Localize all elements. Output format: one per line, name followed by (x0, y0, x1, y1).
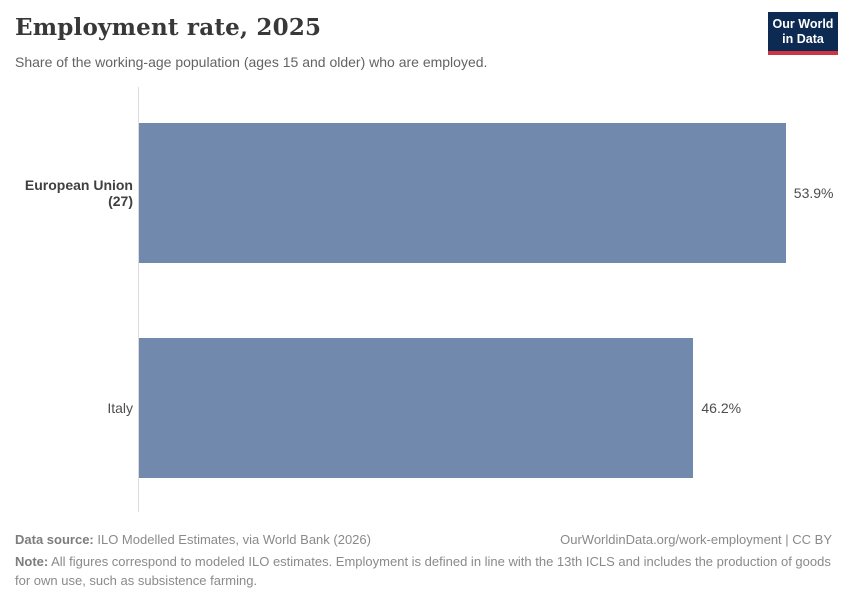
y-axis-line (138, 87, 139, 512)
owid-logo[interactable]: Our World in Data (768, 12, 838, 55)
owid-logo-line1: Our World (772, 17, 834, 31)
entity-label[interactable]: Italy (107, 400, 133, 416)
value-label: 46.2% (701, 400, 742, 416)
entity-label[interactable]: European Union (27) (24, 177, 133, 209)
note-label: Note: (15, 553, 49, 569)
value-label: 53.9% (793, 185, 834, 201)
data-source-label: Data source: (15, 532, 94, 547)
page-title: Employment rate, 2025 (15, 14, 322, 41)
bar[interactable] (139, 123, 786, 263)
owid-logo-line2: in Data (782, 32, 824, 46)
bar-row-italy: Italy 46.2% (0, 338, 741, 478)
data-source-text: ILO Modelled Estimates, via World Bank (… (93, 532, 371, 547)
note-text: All figures correspond to modeled ILO es… (15, 553, 831, 588)
note: Note: All figures correspond to modeled … (15, 553, 832, 591)
bar-row-european-union: European Union (27) 53.9% (0, 123, 834, 263)
chart-subtitle: Share of the working-age population (age… (15, 54, 488, 70)
footer: Data source: ILO Modelled Estimates, via… (15, 531, 832, 591)
bar[interactable] (139, 338, 694, 478)
data-source: Data source: ILO Modelled Estimates, via… (15, 531, 371, 550)
bar-chart: European Union (27) 53.9% Italy 46.2% (0, 87, 850, 512)
citation-url: OurWorldinData.org/work-employment | CC … (560, 532, 832, 547)
